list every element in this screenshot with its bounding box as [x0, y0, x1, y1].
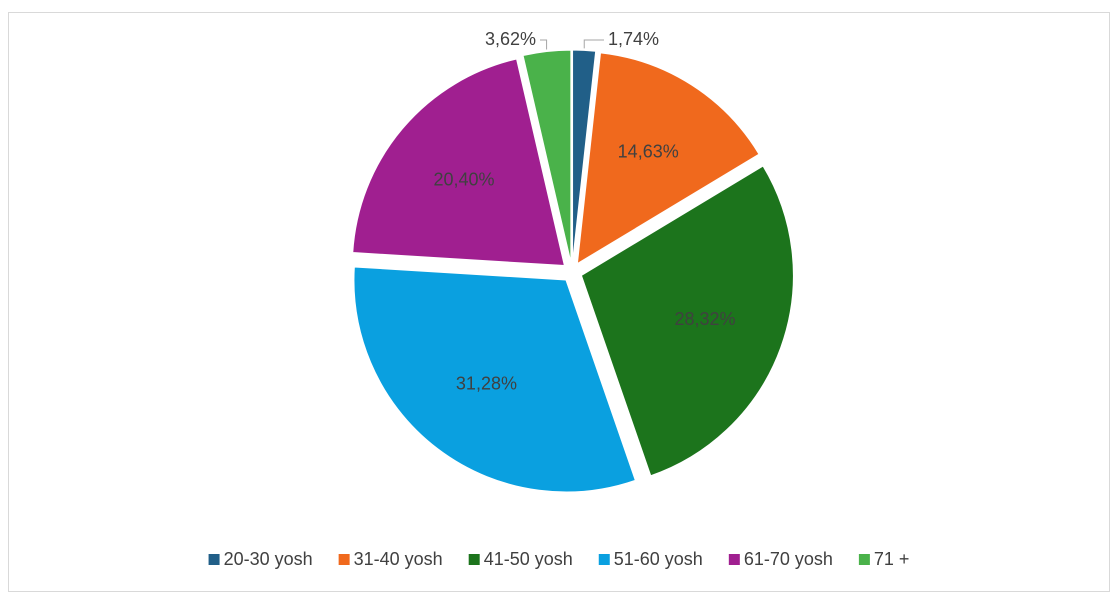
pie-slice — [576, 52, 760, 265]
data-label: 3,62% — [485, 29, 536, 49]
pie-slice — [522, 49, 572, 263]
legend-swatch — [338, 554, 350, 565]
data-label: 20,40% — [434, 169, 495, 189]
pie-slice — [580, 165, 794, 477]
legend-swatch — [598, 554, 610, 565]
legend-label: 51-60 yosh — [614, 549, 703, 569]
pie-slice — [353, 266, 636, 493]
legend-swatch — [468, 554, 480, 565]
legend-label: 31-40 yosh — [354, 549, 443, 569]
legend-label: 71 + — [874, 549, 910, 569]
legend-label: 41-50 yosh — [484, 549, 573, 569]
data-label: 31,28% — [456, 373, 517, 393]
pie-slice — [352, 58, 566, 267]
data-label: 1,74% — [608, 29, 659, 49]
legend-swatch — [858, 554, 870, 565]
leader-line — [583, 39, 604, 49]
leader-line — [540, 39, 548, 50]
legend-swatch — [728, 554, 740, 565]
legend-label: 20-30 yosh — [224, 549, 313, 569]
data-label: 14,63% — [618, 142, 679, 162]
data-label: 28,32% — [674, 309, 735, 329]
legend-label: 61-70 yosh — [744, 549, 833, 569]
legend-swatch — [208, 554, 220, 565]
pie-slice — [572, 49, 597, 263]
